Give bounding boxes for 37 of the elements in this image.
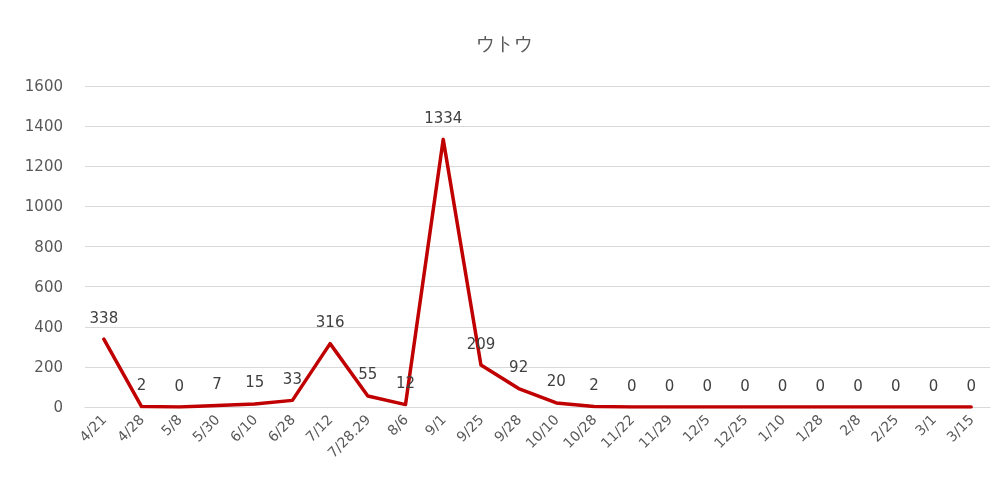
x-tick-label: 8/6 xyxy=(383,411,412,439)
data-label: 20 xyxy=(546,372,566,391)
data-label: 0 xyxy=(664,376,675,395)
data-label: 0 xyxy=(777,376,788,395)
x-tick-label: 9/1 xyxy=(421,411,449,439)
y-tick-label: 800 xyxy=(34,237,63,256)
x-tick-label: 2/8 xyxy=(836,411,864,439)
data-label: 7 xyxy=(212,375,222,394)
chart-title: ウトウ xyxy=(475,31,533,54)
data-label: 0 xyxy=(853,376,863,395)
data-label: 15 xyxy=(245,373,265,392)
data-label: 0 xyxy=(890,376,901,395)
y-tick-label: 1200 xyxy=(24,157,63,176)
y-tick-label: 400 xyxy=(34,317,63,336)
x-tick-label: 3/1 xyxy=(911,411,940,439)
data-label: 0 xyxy=(966,376,976,395)
data-label: 0 xyxy=(627,376,637,395)
data-label: 92 xyxy=(509,358,529,377)
data-label: 0 xyxy=(740,376,750,395)
data-label: 33 xyxy=(282,369,302,388)
y-tick-label: 1400 xyxy=(24,117,63,136)
data-label: 0 xyxy=(815,376,826,395)
y-tick-label: 600 xyxy=(34,277,63,296)
y-tick-label: 0 xyxy=(53,398,63,416)
data-label: 338 xyxy=(89,308,119,327)
data-label: 0 xyxy=(702,376,712,395)
data-label: 316 xyxy=(315,313,345,332)
data-label: 55 xyxy=(358,365,378,384)
y-tick-label: 1000 xyxy=(24,197,63,216)
y-tick-label: 200 xyxy=(34,357,63,376)
data-label: 0 xyxy=(928,376,939,395)
data-label: 1334 xyxy=(424,108,463,127)
data-label: 0 xyxy=(174,376,185,395)
data-label: 2 xyxy=(589,376,599,395)
y-tick-label: 1600 xyxy=(24,77,63,95)
data-label: 2 xyxy=(136,376,147,395)
x-tick-label: 5/8 xyxy=(157,411,185,439)
